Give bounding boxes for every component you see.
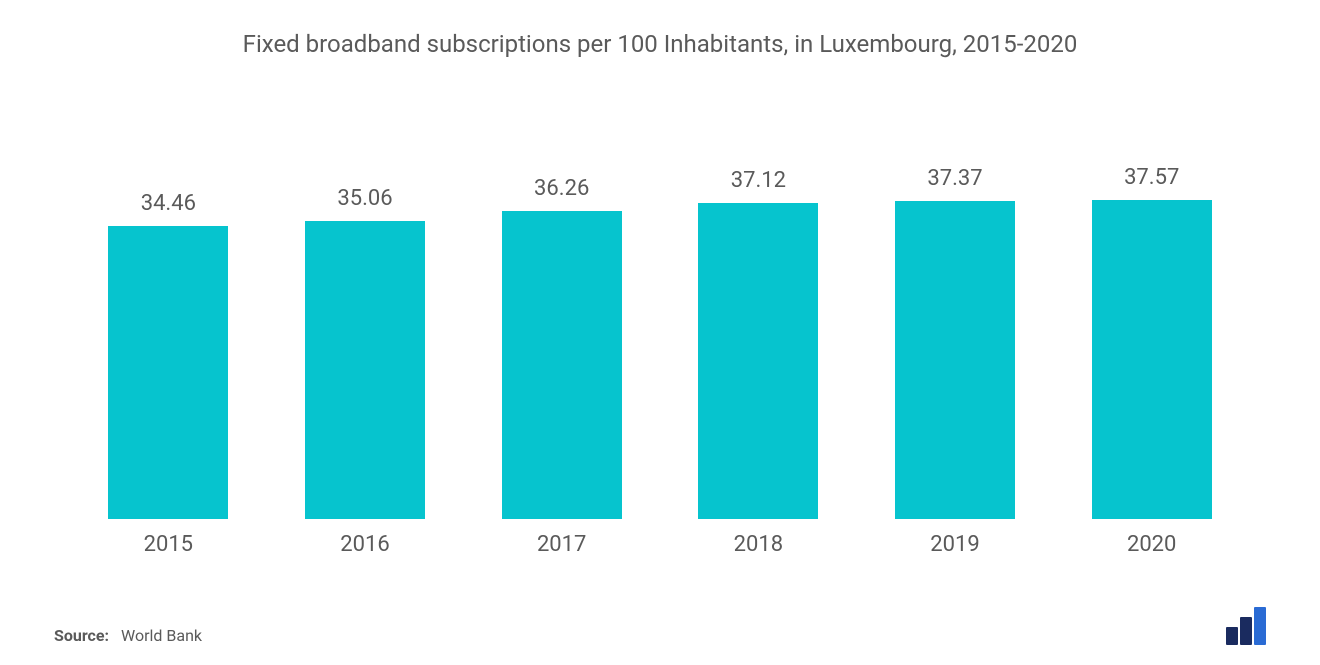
brand-logo [1226, 607, 1266, 645]
logo-bar-icon [1254, 607, 1266, 645]
bar-value-label: 36.26 [534, 176, 589, 201]
x-axis-label: 2015 [70, 532, 267, 557]
bar-value-label: 37.37 [927, 166, 982, 191]
x-axis-label: 2020 [1053, 532, 1250, 557]
bar-value-label: 37.57 [1124, 165, 1179, 190]
chart-footer: Source: World Bank [50, 607, 1270, 645]
x-axis-label: 2016 [267, 532, 464, 557]
source-value: World Bank [121, 626, 202, 645]
chart-container: Fixed broadband subscriptions per 100 In… [0, 0, 1320, 665]
bar-group: 37.12 [660, 118, 857, 519]
plot-area: 34.46 35.06 36.26 37.12 37.37 37.57 [50, 118, 1270, 520]
x-axis-label: 2017 [463, 532, 660, 557]
x-axis-labels: 201520162017201820192020 [50, 520, 1270, 557]
chart-title: Fixed broadband subscriptions per 100 In… [50, 30, 1270, 58]
bar [698, 203, 818, 519]
bar-value-label: 37.12 [731, 168, 786, 193]
bar [108, 226, 228, 519]
bar-value-label: 34.46 [141, 191, 196, 216]
x-axis-label: 2018 [660, 532, 857, 557]
source-citation: Source: World Bank [54, 626, 202, 645]
logo-bar-icon [1240, 617, 1252, 645]
bar-group: 37.37 [857, 118, 1054, 519]
logo-bar-icon [1226, 627, 1238, 645]
bar [1092, 200, 1212, 519]
bar-group: 34.46 [70, 118, 267, 519]
bar [305, 221, 425, 519]
bar-group: 35.06 [267, 118, 464, 519]
source-label: Source: [54, 626, 109, 645]
x-axis-label: 2019 [857, 532, 1054, 557]
bar-value-label: 35.06 [337, 186, 392, 211]
bar [502, 211, 622, 519]
bar-group: 37.57 [1053, 118, 1250, 519]
bar-group: 36.26 [463, 118, 660, 519]
bar [895, 201, 1015, 519]
